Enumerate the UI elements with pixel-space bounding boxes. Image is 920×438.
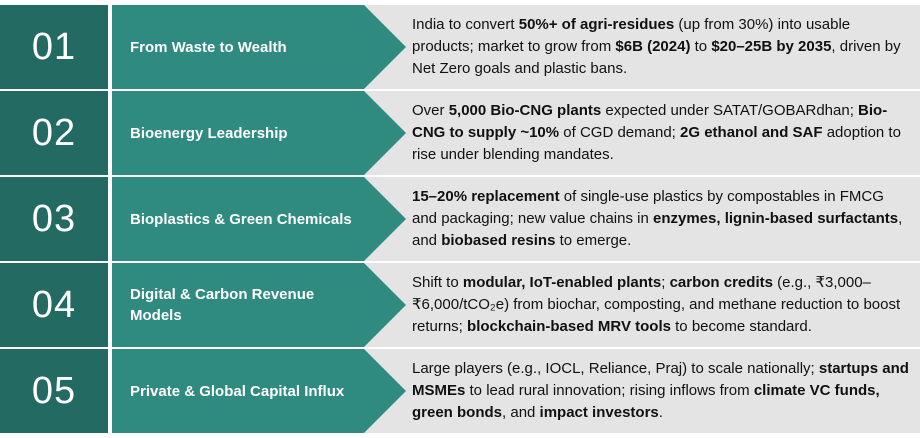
description-run: to (690, 38, 712, 55)
row-number: 03 (31, 197, 77, 240)
description-run: biobased resins (441, 232, 556, 249)
description-run: Over (412, 102, 449, 119)
row-shape (0, 5, 406, 89)
description-run: $20–25B by 2035 (711, 38, 832, 55)
description-run: Large players (e.g., IOCL, Reliance, Pra… (412, 360, 819, 377)
description-run: . (658, 404, 663, 421)
title-arrow (112, 91, 406, 175)
row-shape (0, 91, 406, 175)
description-panel (364, 91, 920, 175)
row-title: Bioplastics & Green Chemicals (130, 210, 352, 228)
number-box (0, 5, 108, 89)
description-run: , and (412, 210, 903, 249)
row-title: From Waste to Wealth (130, 38, 287, 56)
description-run: $6B (2024) (615, 38, 691, 55)
description-run: , and (502, 404, 540, 421)
row-number: 05 (31, 369, 77, 412)
description-run: , driven by Net Zero goals and plastic b… (412, 38, 901, 77)
description-run: ; (661, 274, 670, 291)
row-description: Large players (e.g., IOCL, Reliance, Pra… (412, 349, 912, 433)
row-shape (0, 177, 406, 261)
description-run: Shift to (412, 274, 463, 291)
description-run: impact investors (539, 404, 659, 421)
row-description: 15–20% replacement of single-use plastic… (412, 177, 912, 261)
row-number: 04 (31, 283, 77, 326)
title-arrow (112, 349, 406, 433)
description-run: blockchain-based MRV tools (467, 318, 671, 335)
description-panel (364, 5, 920, 89)
description-run: climate VC funds, green bonds (412, 382, 880, 421)
roadmap-row: 02 Bioenergy Leadership Over 5,000 Bio-C… (0, 91, 920, 175)
description-run: 2G ethanol and SAF (680, 124, 823, 141)
row-description: Over 5,000 Bio-CNG plants expected under… (412, 91, 912, 175)
description-run: adoption to rise under blending mandates… (412, 124, 901, 163)
number-box (0, 91, 108, 175)
description-run: India to convert (412, 16, 519, 33)
row-number: 02 (31, 111, 77, 154)
row-title: Digital & Carbon Revenue Models (130, 286, 315, 324)
roadmap-row: 05 Private & Global Capital Influx Large… (0, 349, 920, 433)
description-run: startups and MSMEs (412, 360, 909, 399)
row-shape (0, 349, 406, 433)
number-box (0, 263, 108, 347)
description-run: (up from 30%) into usable products; mark… (412, 16, 851, 55)
description-panel (364, 349, 920, 433)
description-run: modular, IoT-enabled plants (462, 274, 662, 291)
roadmap-row: 04 Digital & Carbon Revenue Models Shift… (0, 263, 920, 347)
description-panel (364, 177, 920, 261)
description-run: to lead rural innovation; rising inflows… (465, 382, 754, 399)
number-box (0, 349, 108, 433)
description-run: 50%+ of agri-residues (518, 16, 675, 33)
roadmap-row: 03 Bioplastics & Green Chemicals 15–20% … (0, 177, 920, 261)
row-number: 01 (31, 25, 77, 68)
description-run: of single-use plastics by compostables i… (412, 188, 884, 227)
roadmap-row: 01 From Waste to Wealth India to convert… (0, 5, 920, 89)
description-run: expected under SATAT/GOBARdhan; (601, 102, 859, 119)
title-arrow (112, 177, 406, 261)
row-title: Private & Global Capital Influx (130, 382, 345, 400)
title-arrow (112, 5, 406, 89)
row-description: Shift to modular, IoT-enabled plants; ca… (412, 263, 912, 347)
description-run: Bio-CNG to supply ~10% (412, 102, 888, 141)
description-run: (e.g., ₹3,000–₹6,000/tCO₂e) from biochar… (412, 274, 901, 335)
row-shape (0, 263, 406, 347)
row-description: India to convert 50%+ of agri-residues (… (412, 5, 912, 89)
description-run: enzymes, lignin-based surfactants (653, 210, 899, 227)
description-panel (364, 263, 920, 347)
row-title: Bioenergy Leadership (130, 124, 288, 142)
title-arrow (112, 263, 406, 347)
description-run: of CGD demand; (559, 124, 681, 141)
description-run: to emerge. (555, 232, 632, 249)
description-run: carbon credits (669, 274, 773, 291)
description-run: 5,000 Bio-CNG plants (448, 102, 602, 119)
description-run: 15–20% replacement (412, 188, 560, 205)
number-box (0, 177, 108, 261)
description-run: to become standard. (670, 318, 812, 335)
